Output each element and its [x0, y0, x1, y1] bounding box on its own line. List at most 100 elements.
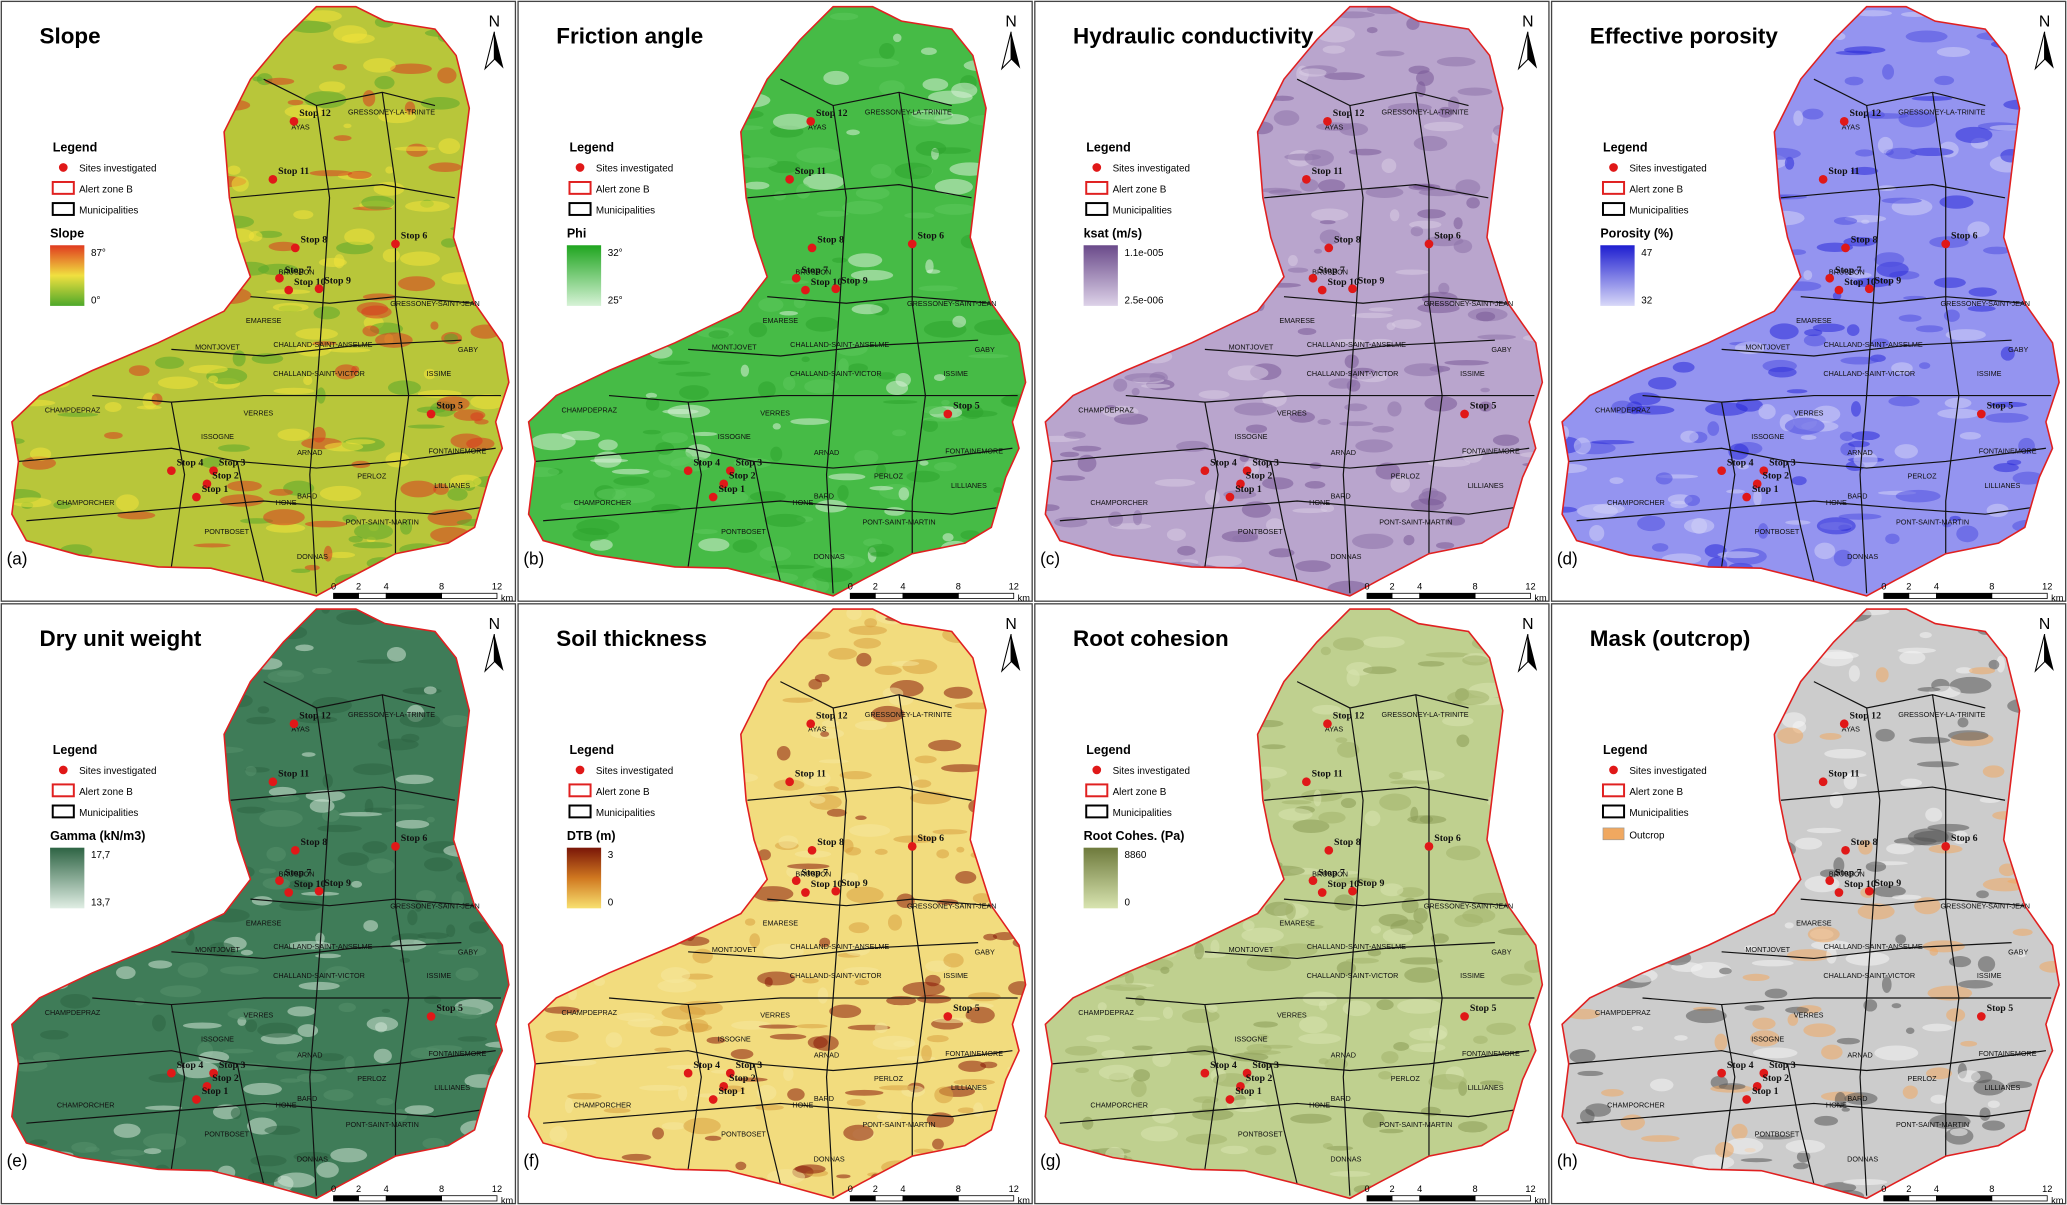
- terrain-patch: [1344, 403, 1368, 412]
- municipality-label: CHAMPORCHER: [1607, 498, 1665, 507]
- terrain-patch: [1959, 432, 1981, 440]
- terrain-patch: [1929, 1114, 1971, 1130]
- municipal-border: [171, 339, 462, 357]
- terrain-patch: [414, 900, 423, 912]
- terrain-patch: [874, 1022, 888, 1034]
- terrain-patch: [675, 371, 711, 377]
- terrain-patch: [921, 418, 938, 433]
- terrain-patch: [1967, 221, 1990, 238]
- terrain-patch: [932, 1138, 944, 1150]
- site-marker: [268, 777, 278, 787]
- terrain-patch: [874, 665, 902, 675]
- terrain-patch: [657, 360, 690, 365]
- terrain-patch: [1979, 1107, 1991, 1121]
- legend-title: Legend: [1086, 141, 1131, 155]
- municipality-label: VERRES: [1277, 1011, 1307, 1020]
- terrain-patch: [363, 58, 396, 73]
- municipal-border: [1264, 786, 1489, 801]
- terrain-patch: [561, 430, 601, 441]
- site-marker: [1317, 888, 1327, 897]
- scale-segment: [1474, 1195, 1531, 1202]
- terrain-patch: [1685, 1008, 1727, 1024]
- municipal-border: [1059, 500, 1515, 522]
- terrain-patch: [1220, 1145, 1249, 1155]
- terrain-patch: [267, 669, 305, 683]
- municipality-label: PONTBOSET: [1238, 527, 1283, 536]
- terrain-patch: [391, 804, 425, 810]
- municipal-border: [1204, 942, 1495, 960]
- terrain-patch: [1166, 528, 1186, 541]
- terrain-patch: [1803, 270, 1813, 281]
- terrain-patch: [71, 1141, 97, 1153]
- terrain-patch: [1417, 303, 1460, 314]
- scale-segment: [957, 1195, 1015, 1202]
- terrain-patch: [882, 687, 904, 699]
- municipality-label: PONT-SAINT-MARTIN: [346, 518, 419, 527]
- terrain-patch: [1045, 504, 1060, 512]
- terrain-patch: [245, 1019, 258, 1033]
- scale-unit: km: [1534, 1196, 1547, 1205]
- terrain-patch: [1320, 646, 1331, 656]
- terrain-patch: [1840, 356, 1879, 365]
- terrain-patch: [387, 380, 421, 396]
- scale-label: 12: [1525, 581, 1535, 591]
- municipality-label: BARD: [1331, 491, 1351, 500]
- stop-label: Stop 4: [1210, 457, 1237, 468]
- terrain-patch: [1475, 311, 1496, 322]
- terrain-patch: [148, 960, 173, 969]
- terrain-patch: [1905, 30, 1948, 43]
- municipality-label: CHALLAND-SAINT-VICTOR: [273, 369, 365, 378]
- municipal-border: [236, 461, 265, 582]
- terrain-patch: [375, 332, 413, 348]
- site-marker: [284, 285, 294, 295]
- terrain-patch: [1913, 830, 1957, 842]
- terrain-patch: [1055, 475, 1086, 481]
- terrain-patch: [749, 933, 760, 948]
- terrain-patch: [730, 1049, 754, 1060]
- terrain-patch: [1399, 957, 1443, 965]
- terrain-patch: [704, 1135, 722, 1141]
- terrain-patch: [1278, 808, 1313, 821]
- terrain-patch: [1631, 1025, 1644, 1031]
- stop-label: Stop 6: [1951, 231, 1978, 242]
- scale-unit: km: [501, 593, 514, 603]
- stop-label: Stop 6: [1434, 833, 1461, 844]
- colorbar: [1600, 245, 1635, 306]
- municipal-border: [381, 694, 410, 1157]
- terrain-patch: [1744, 945, 1757, 952]
- terrain-patch: [415, 890, 436, 903]
- municipality-label: ARNAD: [297, 448, 322, 457]
- colorbar-title: ksat (m/s): [1084, 226, 1142, 240]
- terrain-patch: [931, 147, 972, 154]
- terrain-patch: [1319, 229, 1341, 245]
- terrain-patch: [662, 409, 699, 415]
- terrain-patch: [1098, 1064, 1136, 1080]
- terrain-patch: [1875, 667, 1889, 683]
- stop-label: Stop 5: [1470, 401, 1497, 412]
- terrain-patch: [1812, 405, 1841, 423]
- municipality-label: BRUSSON: [279, 267, 315, 276]
- terrain-patch: [444, 333, 458, 344]
- stop-label: Stop 8: [301, 837, 328, 848]
- terrain-patch: [1601, 1088, 1624, 1097]
- terrain-patch: [596, 488, 627, 500]
- municipal-border: [780, 78, 952, 107]
- stop-label: Stop 4: [177, 457, 204, 468]
- municipality-label: ISSOGNE: [201, 1034, 234, 1043]
- legend-swatch: [1602, 827, 1625, 841]
- terrain-patch: [1409, 1043, 1446, 1053]
- terrain-patch: [455, 967, 479, 981]
- site-marker: [1200, 466, 1210, 476]
- municipal-border: [263, 681, 436, 709]
- municipality-label: CHALLAND-SAINT-ANSELME: [1824, 942, 1923, 951]
- terrain-patch: [1462, 908, 1496, 924]
- terrain-patch: [1328, 378, 1357, 389]
- terrain-patch: [829, 1004, 862, 1019]
- site-marker: [1759, 466, 1769, 476]
- municipal-border: [688, 339, 979, 357]
- terrain-patch: [891, 660, 920, 667]
- scale-label: 0: [1881, 581, 1886, 591]
- terrain-patch: [1311, 208, 1349, 222]
- terrain-patch: [437, 67, 457, 84]
- scale-segment: [849, 592, 876, 599]
